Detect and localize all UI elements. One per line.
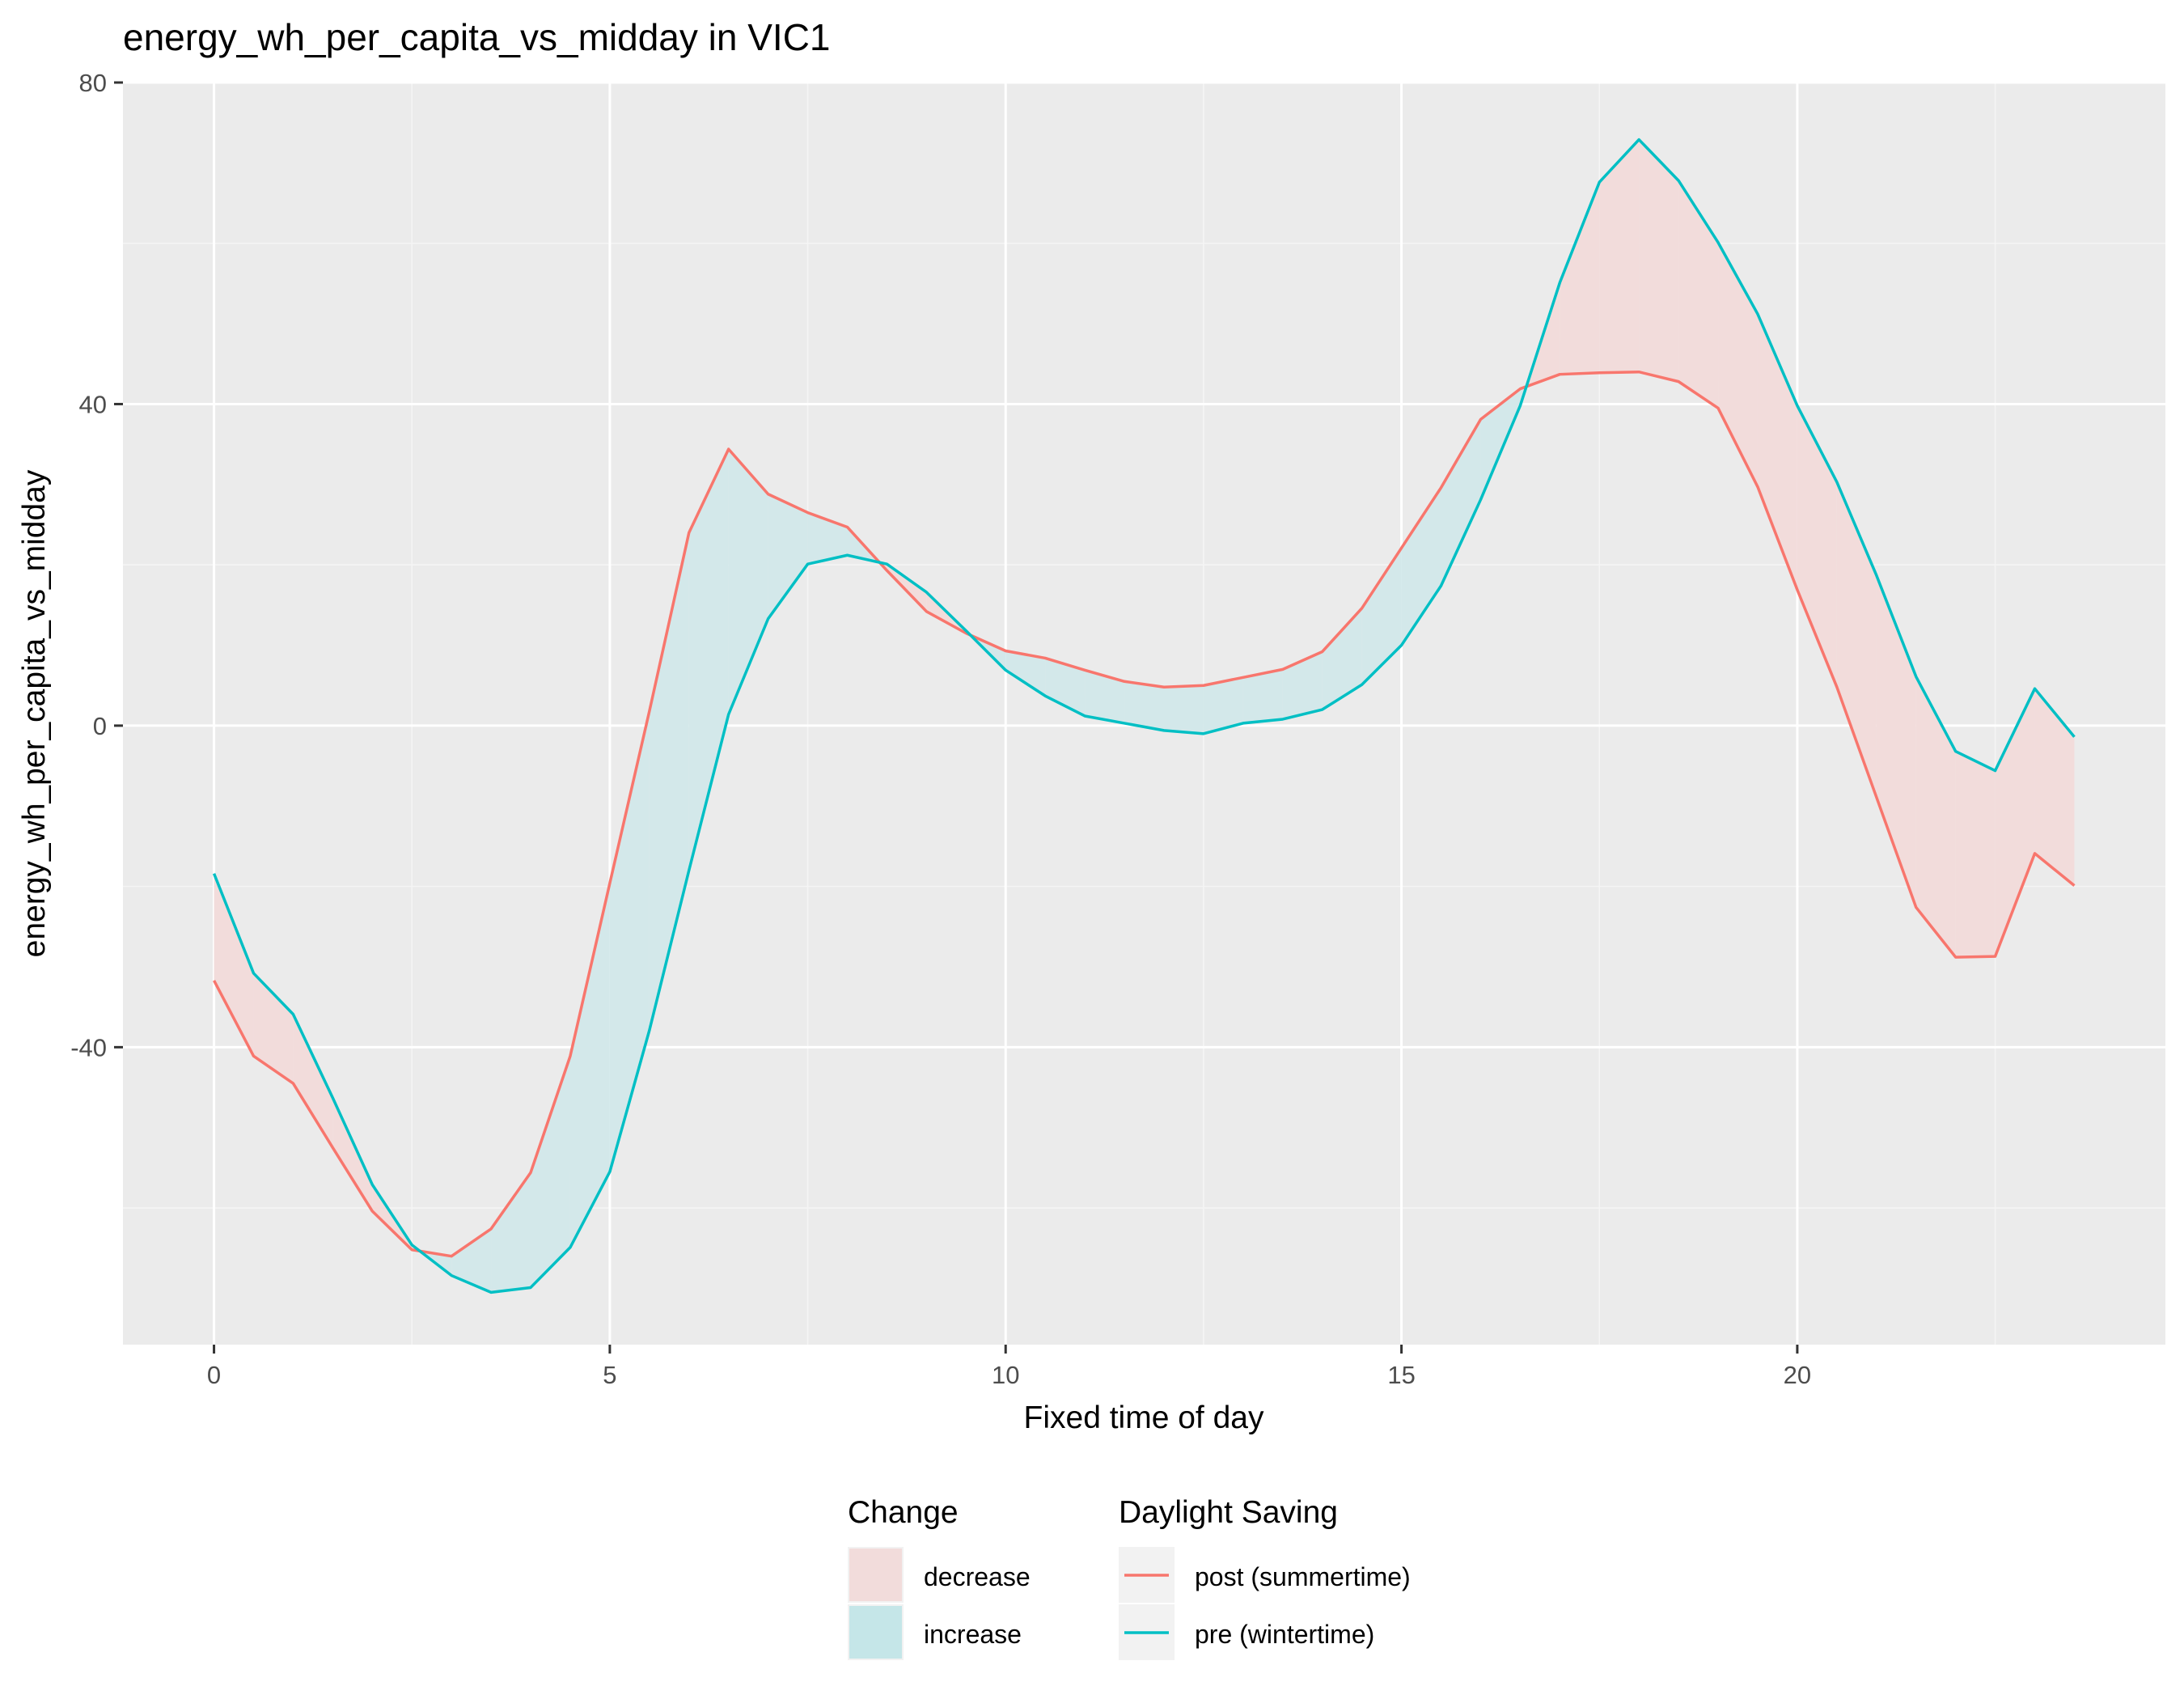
- x-tick-label: 20: [1784, 1361, 1811, 1389]
- y-tick-label: 0: [93, 712, 107, 740]
- x-tick-label: 5: [603, 1361, 616, 1389]
- line-legend-title: Daylight Saving: [1119, 1495, 1338, 1530]
- ribbon-decrease: [1915, 676, 1956, 958]
- ribbon-increase: [728, 449, 768, 714]
- x-tick-label: 0: [207, 1361, 221, 1389]
- ribbon-increase: [1163, 685, 1204, 734]
- x-axis-title: Fixed time of day: [1024, 1400, 1264, 1435]
- ribbon-decrease: [1599, 139, 1640, 373]
- ribbon-increase: [1282, 651, 1323, 719]
- ribbon-increase: [1401, 487, 1441, 646]
- ribbon-increase: [1441, 419, 1481, 587]
- legend-label-post: post (summertime): [1195, 1562, 1411, 1591]
- x-tick-label: 10: [992, 1361, 1019, 1389]
- legend-label-decrease: decrease: [924, 1562, 1031, 1591]
- ribbon-decrease: [2034, 688, 2075, 886]
- chart-title: energy_wh_per_capita_vs_midday in VIC1: [123, 16, 831, 58]
- ribbon-decrease: [293, 1014, 333, 1148]
- ribbon-increase: [768, 494, 808, 619]
- ribbon-increase: [688, 449, 729, 871]
- series-line-pre: [212, 138, 2076, 1294]
- series-line-post: [212, 370, 2076, 1258]
- ribbon-increase: [1242, 669, 1283, 723]
- ribbon-increase: [1045, 658, 1086, 716]
- ribbon-increase: [807, 512, 848, 565]
- ribbon-increase: [1361, 548, 1402, 685]
- legend-label-increase: increase: [924, 1620, 1022, 1649]
- ribbon-increase: [609, 711, 650, 1172]
- legend-swatch-increase: [849, 1606, 902, 1659]
- axes: 0 5 10 15 20 -40 0 40 80: [70, 69, 1811, 1389]
- ribbon-increase: [569, 883, 610, 1248]
- y-tick-label: -40: [70, 1033, 107, 1061]
- x-tick-label: 15: [1387, 1361, 1415, 1389]
- ribbon-increase: [491, 1172, 531, 1293]
- legend-swatch-decrease: [849, 1549, 902, 1601]
- ribbon-decrease: [253, 972, 294, 1084]
- ribbon-decrease: [1836, 481, 1877, 798]
- ribbon-increase: [451, 1228, 492, 1293]
- change-ribbons: [214, 139, 2075, 1293]
- ribbon-decrease: [332, 1097, 373, 1212]
- fill-legend-title: Change: [848, 1495, 959, 1530]
- ribbon-increase: [1085, 670, 1125, 723]
- ribbon-increase: [1480, 388, 1521, 500]
- ribbon-increase: [531, 1056, 570, 1288]
- ribbon-increase: [1203, 677, 1243, 734]
- legend: Change decrease increase Daylight Saving…: [848, 1495, 1411, 1660]
- ribbon-decrease: [1639, 139, 1679, 382]
- legend-label-pre: pre (wintertime): [1195, 1620, 1374, 1649]
- ribbon-decrease: [214, 873, 254, 1057]
- y-axis-title: energy_wh_per_capita_vs_midday: [17, 469, 52, 957]
- ribbon-decrease: [1678, 180, 1719, 409]
- series-lines: [212, 138, 2076, 1294]
- ribbon-decrease: [1955, 751, 1996, 958]
- y-tick-label: 80: [79, 69, 107, 97]
- ribbon-increase: [1005, 650, 1046, 697]
- ribbon-increase: [1322, 608, 1362, 710]
- ribbon-decrease: [1995, 688, 2035, 957]
- ribbon-decrease: [1560, 182, 1600, 375]
- ribbon-decrease: [1797, 405, 1837, 688]
- ribbon-increase: [1124, 681, 1164, 731]
- y-tick-label: 40: [79, 390, 107, 418]
